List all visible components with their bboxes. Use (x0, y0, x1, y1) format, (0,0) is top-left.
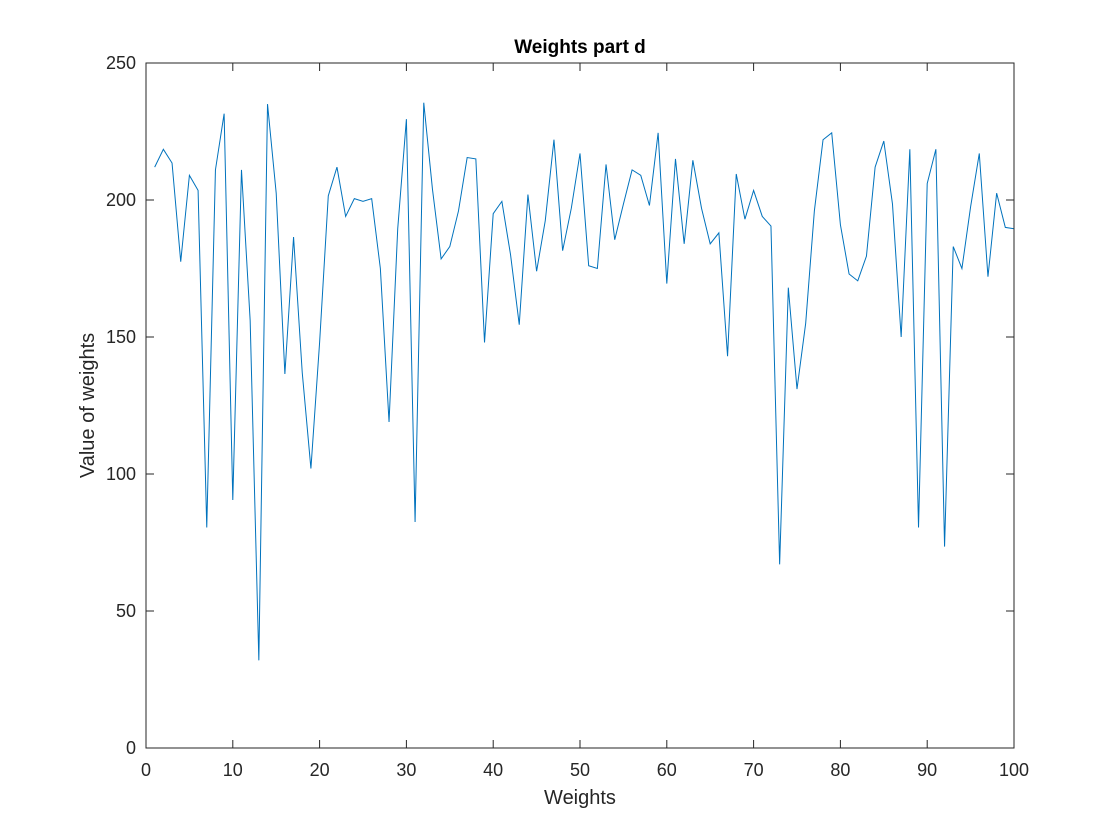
y-tick-label: 250 (106, 53, 136, 73)
x-tick-label: 80 (830, 760, 850, 780)
x-tick-label: 90 (917, 760, 937, 780)
series-line (154, 102, 1015, 661)
y-tick-label: 50 (116, 601, 136, 621)
y-tick-label: 100 (106, 464, 136, 484)
y-axis-label: Value of weights (77, 333, 99, 478)
x-tick-label: 100 (999, 760, 1029, 780)
x-tick-label: 30 (396, 760, 416, 780)
x-axis-label: Weights (544, 787, 616, 809)
axes-box (145, 62, 1015, 749)
y-tick-label: 0 (126, 738, 136, 758)
y-tick-label: 200 (106, 190, 136, 210)
tick-labels-layer: 0 10 20 30 40 50 60 70 80 90 100 0 50 100 150 200 250 (106, 53, 1029, 780)
chart-title: Weights part d (514, 37, 646, 58)
x-tick-label: 70 (744, 760, 764, 780)
x-tick-label: 10 (223, 760, 243, 780)
y-tick-label: 150 (106, 327, 136, 347)
x-tick-label: 50 (570, 760, 590, 780)
x-tick-label: 0 (141, 760, 151, 780)
plot-area (146, 63, 1014, 748)
x-tick-label: 20 (310, 760, 330, 780)
x-tick-label: 40 (483, 760, 503, 780)
x-tick-label: 60 (657, 760, 677, 780)
